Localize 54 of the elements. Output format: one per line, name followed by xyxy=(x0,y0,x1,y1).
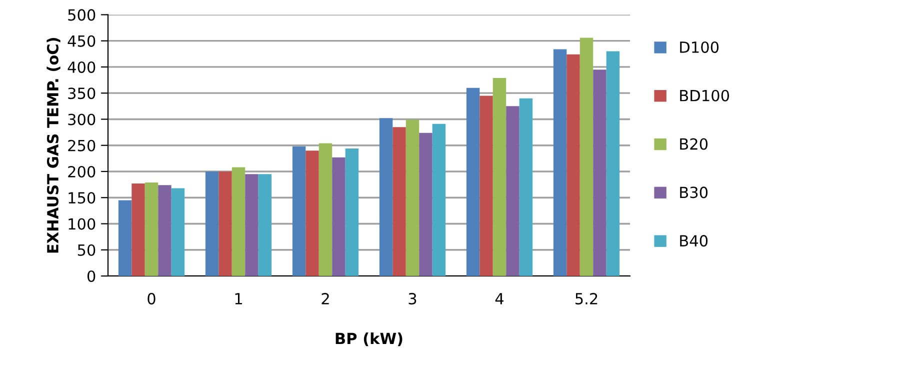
bar xyxy=(406,120,420,276)
bar xyxy=(593,70,606,276)
y-tick-label: 100 xyxy=(68,218,96,230)
bar xyxy=(345,148,359,276)
x-tick-label: 2 xyxy=(322,292,329,304)
x-tick-label: 3 xyxy=(408,292,416,304)
y-tick-label: 200 xyxy=(68,166,96,178)
y-tick-label: 50 xyxy=(78,244,96,256)
bar xyxy=(158,185,172,276)
x-tick-label: 0 xyxy=(148,292,156,304)
bar xyxy=(332,157,346,276)
y-axis-title: EXHAUST GAS TEMP. (oC) xyxy=(46,38,60,253)
bar xyxy=(553,49,567,276)
bar xyxy=(480,96,493,276)
bar xyxy=(245,174,258,276)
bar xyxy=(432,124,446,276)
bar xyxy=(306,150,319,276)
y-tick-label: 250 xyxy=(68,140,96,152)
bar xyxy=(118,200,132,276)
bar xyxy=(466,88,480,276)
legend-label: B40 xyxy=(680,235,708,247)
bar xyxy=(232,167,246,276)
bar xyxy=(392,127,406,276)
x-axis-title: BP (kW) xyxy=(336,332,402,346)
bar xyxy=(519,98,533,276)
bar xyxy=(566,54,580,276)
x-tick-label: 1 xyxy=(235,293,242,304)
y-tick-label: 350 xyxy=(68,88,96,100)
y-tick-label: 450 xyxy=(68,35,96,47)
bar xyxy=(171,188,185,276)
legend-label: BD100 xyxy=(680,90,730,102)
bar xyxy=(292,146,306,276)
bar xyxy=(506,106,520,276)
x-tick-label: 4 xyxy=(495,293,504,304)
bar xyxy=(492,78,506,276)
bar xyxy=(132,184,145,276)
y-tick-label: 300 xyxy=(68,114,96,126)
y-tick-label: 500 xyxy=(68,9,96,21)
bar xyxy=(580,38,594,276)
y-tick-label: 0 xyxy=(87,270,96,282)
bar xyxy=(419,132,432,276)
bar xyxy=(218,171,232,276)
x-tick-label: 5.2 xyxy=(576,292,598,304)
y-tick-label: 150 xyxy=(68,192,96,204)
bar xyxy=(606,51,620,276)
bar xyxy=(205,171,219,276)
y-tick-label: 400 xyxy=(68,61,96,73)
bar xyxy=(379,118,393,276)
bar xyxy=(144,182,158,276)
legend-label: B20 xyxy=(680,138,708,150)
bar xyxy=(258,174,272,276)
legend-label: D100 xyxy=(680,41,719,53)
bar xyxy=(318,143,332,276)
legend-label: B30 xyxy=(680,186,708,198)
